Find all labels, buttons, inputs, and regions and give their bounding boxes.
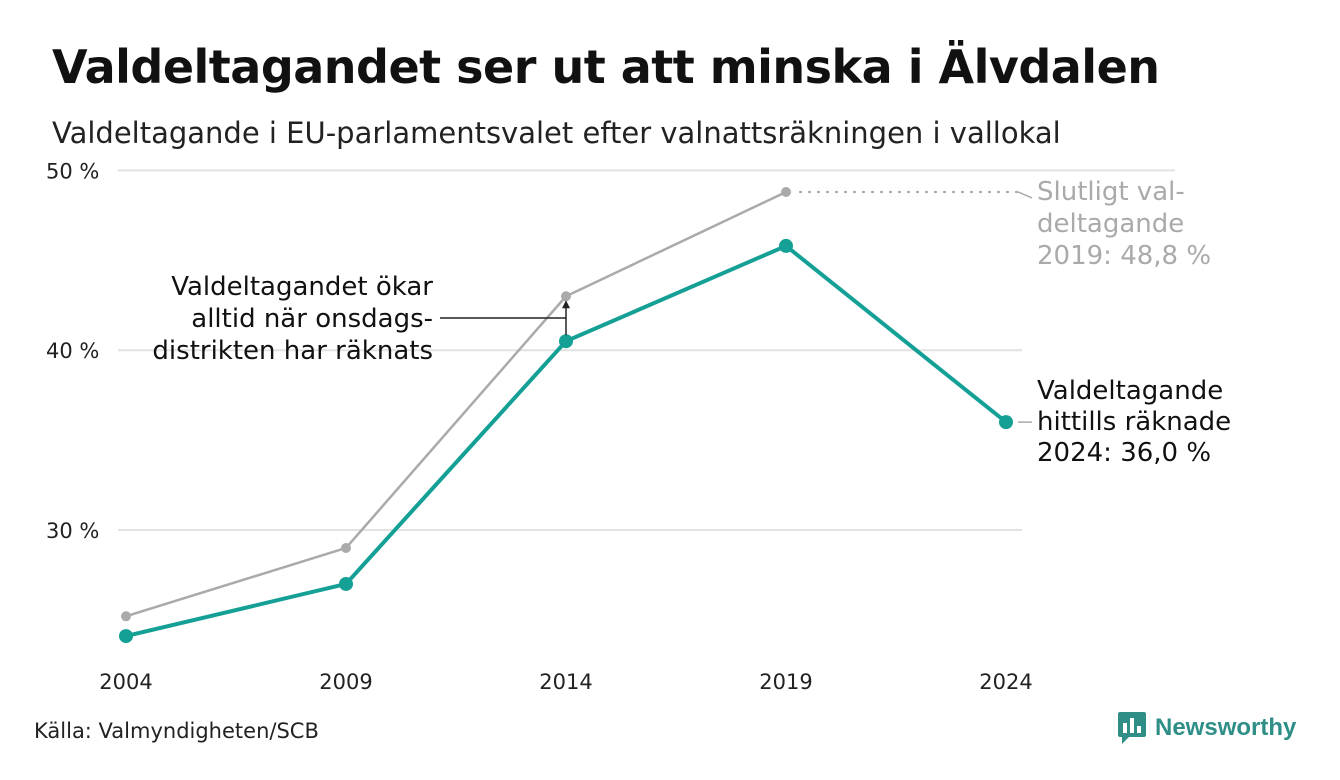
gap-2014-label-line: alltid när onsdags- bbox=[191, 304, 433, 334]
y-tick-label-50: 50 % bbox=[46, 159, 99, 183]
gap-2014-arrowhead bbox=[562, 300, 570, 309]
final-turnout-line bbox=[124, 190, 788, 618]
final-turnout-point-2019 bbox=[781, 186, 791, 197]
line-chart: 30 % 40 % 50 % 2004 2009 2014 2019 2024 Slutligt… bbox=[46, 159, 1231, 694]
y-tick-label-40: 40 % bbox=[46, 339, 99, 363]
counted-turnout-point-2009 bbox=[339, 576, 353, 591]
chart-subtitle: Valdeltagande i EU-parlamentsvalet efter… bbox=[52, 116, 1061, 150]
counted-2024-label-line: 2024: 36,0 % bbox=[1037, 438, 1211, 468]
final-turnout-point-2004 bbox=[121, 611, 131, 622]
x-tick-label-2019: 2019 bbox=[759, 670, 812, 694]
brand-logo: Newsworthy bbox=[1118, 712, 1296, 744]
counted-2024-label-line: Valdeltagande bbox=[1037, 376, 1223, 406]
counted-2024-label-line: hittills räknade bbox=[1037, 407, 1231, 437]
x-tick-label-2009: 2009 bbox=[319, 670, 372, 694]
final-2019-label-line: Slutligt val- bbox=[1037, 177, 1185, 207]
newsworthy-logo-icon bbox=[1118, 712, 1146, 744]
counted-turnout-point-2014 bbox=[559, 334, 573, 349]
brand-name: Newsworthy bbox=[1155, 714, 1297, 741]
x-tick-label-2024: 2024 bbox=[979, 670, 1032, 694]
chart-title: Valdeltagandet ser ut att minska i Älvda… bbox=[52, 40, 1160, 94]
final-2019-label-line: 2019: 48,8 % bbox=[1037, 241, 1211, 271]
y-tick-label-30: 30 % bbox=[46, 519, 99, 543]
final-turnout-point-2014 bbox=[561, 291, 571, 302]
gap-2014-label-line: distrikten har räknats bbox=[152, 336, 433, 366]
final-turnout-point-2009 bbox=[341, 542, 351, 553]
x-tick-label-2014: 2014 bbox=[539, 670, 592, 694]
source-note: Källa: Valmyndigheten/SCB bbox=[34, 719, 319, 743]
final-2019-label-line: deltagande bbox=[1037, 209, 1184, 239]
counted-turnout-point-2024 bbox=[999, 415, 1013, 430]
counted-turnout-point-2004 bbox=[119, 629, 133, 644]
counted-turnout-point-2019 bbox=[779, 238, 793, 253]
gap-2014-label-line: Valdeltagandet ökar bbox=[171, 272, 433, 302]
final-2019-leader-tick bbox=[1017, 191, 1033, 199]
x-tick-label-2004: 2004 bbox=[99, 670, 152, 694]
